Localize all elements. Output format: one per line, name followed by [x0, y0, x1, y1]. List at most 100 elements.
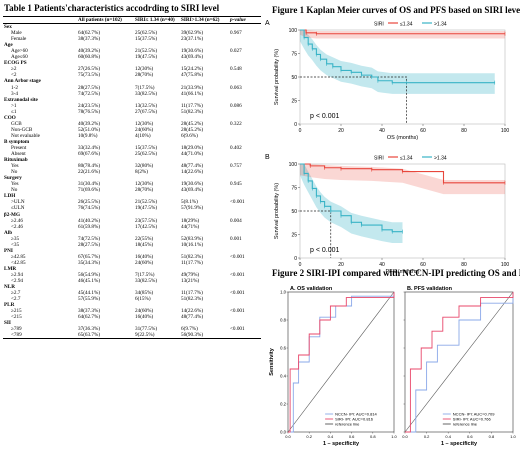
km-curve-high	[300, 163, 403, 233]
plot-area	[299, 163, 506, 259]
table-section-row: ECOG PS	[3, 60, 261, 66]
x-tick-label: 1.0	[510, 434, 516, 439]
table-cell: 15(37.5%)	[135, 36, 158, 43]
table-cell: 28(27.5%)	[78, 84, 101, 91]
table-cell: 0.004	[230, 217, 242, 224]
table-cell: 12(30%)	[135, 181, 154, 188]
y-tick-label: 75	[291, 185, 297, 191]
y-axis-label: Survival probability (%)	[274, 49, 280, 105]
table-cell: 45(44.1%)	[78, 290, 101, 297]
table-cell: 78(76.5%)	[78, 108, 101, 115]
table-row: Yes 31(30.4%) 12(30%) 19(30.6%) 0.945	[3, 181, 261, 187]
x-tick-label: 40	[379, 262, 385, 268]
table-section-row: SII	[3, 320, 261, 326]
section-label: Ann Arbor stage	[4, 78, 41, 85]
section-label: COO	[4, 114, 16, 121]
table-cell: 17(42.5%)	[135, 223, 158, 230]
y-tick-label: 50	[291, 75, 297, 81]
table-cell: 33(32.4%)	[78, 144, 101, 151]
table-row: <2.7 57(55.9%) 6(15%) 51(82.3%)	[3, 296, 261, 302]
table-cell: 23(37.1%)	[181, 36, 204, 43]
y-axis-label: Survival probability (%)	[274, 183, 280, 239]
row-label: <2.46	[11, 223, 24, 230]
table-cell: 10(16.1%)	[181, 241, 204, 248]
table-section-row: COO	[3, 115, 261, 121]
table-cell: 21(33.9%)	[181, 84, 204, 91]
table-cell: 67(65.7%)	[78, 253, 101, 260]
table-cell: 18(29%)	[181, 217, 200, 224]
table-section-row: PNI	[3, 248, 261, 254]
table-cell: 24(23.5%)	[78, 102, 101, 109]
table-cell: 0.967	[230, 30, 242, 37]
x-tick-label: 0	[299, 262, 302, 268]
table-cell: 28(27.5%)	[78, 241, 101, 248]
x-axis-label: 1 – specificity	[441, 441, 478, 447]
patients-characteristics-table: All patients (n=102) SIRI≤ 1.34 (n=40) SIR…	[3, 15, 261, 340]
row-label: ≤1	[11, 108, 17, 115]
row-label: ≥2	[11, 66, 17, 73]
table-section-row: Alb	[3, 230, 261, 236]
table-cell: <0.001	[230, 199, 245, 206]
section-label: LDH	[4, 193, 16, 200]
table-row: Age≤60 60(60.8%) 19(47.5%) 43(69.4%)	[3, 54, 261, 60]
legend-title: SIRI	[374, 156, 384, 162]
row-label: <2	[11, 72, 17, 79]
table-section-row: Surgery	[3, 175, 261, 181]
table-cell: 11(17.7%)	[181, 259, 203, 266]
table-cell: 31(30.4%)	[78, 181, 101, 188]
column-header: All patients (n=102)	[77, 15, 134, 25]
panel-letter: B	[265, 154, 270, 161]
ci-band-high	[300, 164, 403, 243]
column-header	[3, 15, 77, 25]
table-cell: 34(85%)	[135, 290, 154, 297]
table-row: GCB 40(39.2%) 12(30%) 28(45.2%) 0.322	[3, 121, 261, 127]
table-cell: 51(82.3%)	[181, 253, 204, 260]
table-row: Female 38(37.3%) 15(37.5%) 23(37.1%)	[3, 36, 261, 42]
legend-label-high: >1.34	[434, 156, 447, 162]
table-cell: 46(45.1%)	[78, 278, 101, 285]
roc-curve-nccn	[288, 292, 395, 433]
table-cell: 19(47.5%)	[135, 205, 158, 212]
table-section-row: NLR	[3, 284, 261, 290]
table-cell: 24(60%)	[135, 126, 154, 133]
table-cell: 26(25.5%)	[78, 199, 101, 206]
table-cell: 56(54.9%)	[78, 271, 101, 278]
table-cell: 9(22.5%)	[134, 332, 180, 340]
x-tick-label: 0.6	[467, 434, 473, 439]
section-label: ECOG PS	[4, 60, 27, 67]
x-tick-label: 80	[461, 262, 467, 268]
row-label: >1	[11, 102, 17, 109]
table-cell: 19(47.5%)	[135, 54, 158, 61]
row-label: Age>60	[11, 48, 28, 55]
table-row: >1 24(23.5%) 13(32.5%) 11(17.7%) 0.086	[3, 103, 261, 109]
table-cell: 64(62.7%)	[78, 30, 101, 37]
table-section-row: Extranodal site	[3, 97, 261, 103]
table-row: >ULN 26(25.5%) 21(52.5%) 5(8.1%) <0.001	[3, 199, 261, 205]
table-row: <2.94 46(45.1%) 33(82.5%) 13(21%)	[3, 278, 261, 284]
y-tick-label: 0	[294, 122, 297, 128]
table-cell: <0.001	[230, 326, 245, 333]
table-cell: 27(67.5%)	[135, 108, 158, 115]
table-row: Age>60 40(39.2%) 21(52.5%) 19(30.6%) 0.027	[3, 48, 261, 54]
x-tick-label: 40	[379, 128, 385, 134]
median-line	[300, 76, 407, 124]
table-cell: 69(67.6%)	[78, 151, 101, 158]
y-tick-label: 0.8	[280, 318, 286, 323]
table-section-row: B symptom	[3, 139, 261, 145]
table-cell: 14(22.6%)	[181, 308, 204, 315]
legend-label: SIRI- IPI: AUC=0.816	[335, 417, 374, 422]
y-tick-label: 0.0	[280, 430, 286, 435]
row-label: No	[11, 187, 18, 194]
roc-curve-siri	[405, 292, 514, 433]
row-label: Present	[11, 144, 27, 151]
table-cell: 0.757	[230, 163, 242, 170]
table-row: Male 64(62.7%) 25(62.5%) 39(62.9%) 0.967	[3, 30, 261, 36]
section-label: Alb	[4, 229, 13, 236]
table-cell: 5(8.1%)	[181, 199, 198, 206]
p-value-annotation: p < 0.001	[310, 247, 339, 254]
table-row: ≥2 27(26.5%) 12(30%) 15(24.2%) 0.548	[3, 66, 261, 72]
table-cell: 41(66.1%)	[181, 90, 204, 97]
roc-panel-os: A. OS validation 0.0 0.2 0.4 0.6 0.8 1.0 0.0 0.2…	[269, 286, 398, 447]
x-tick-label: 0.0	[285, 434, 291, 439]
legend-title: SIRI	[374, 22, 384, 28]
